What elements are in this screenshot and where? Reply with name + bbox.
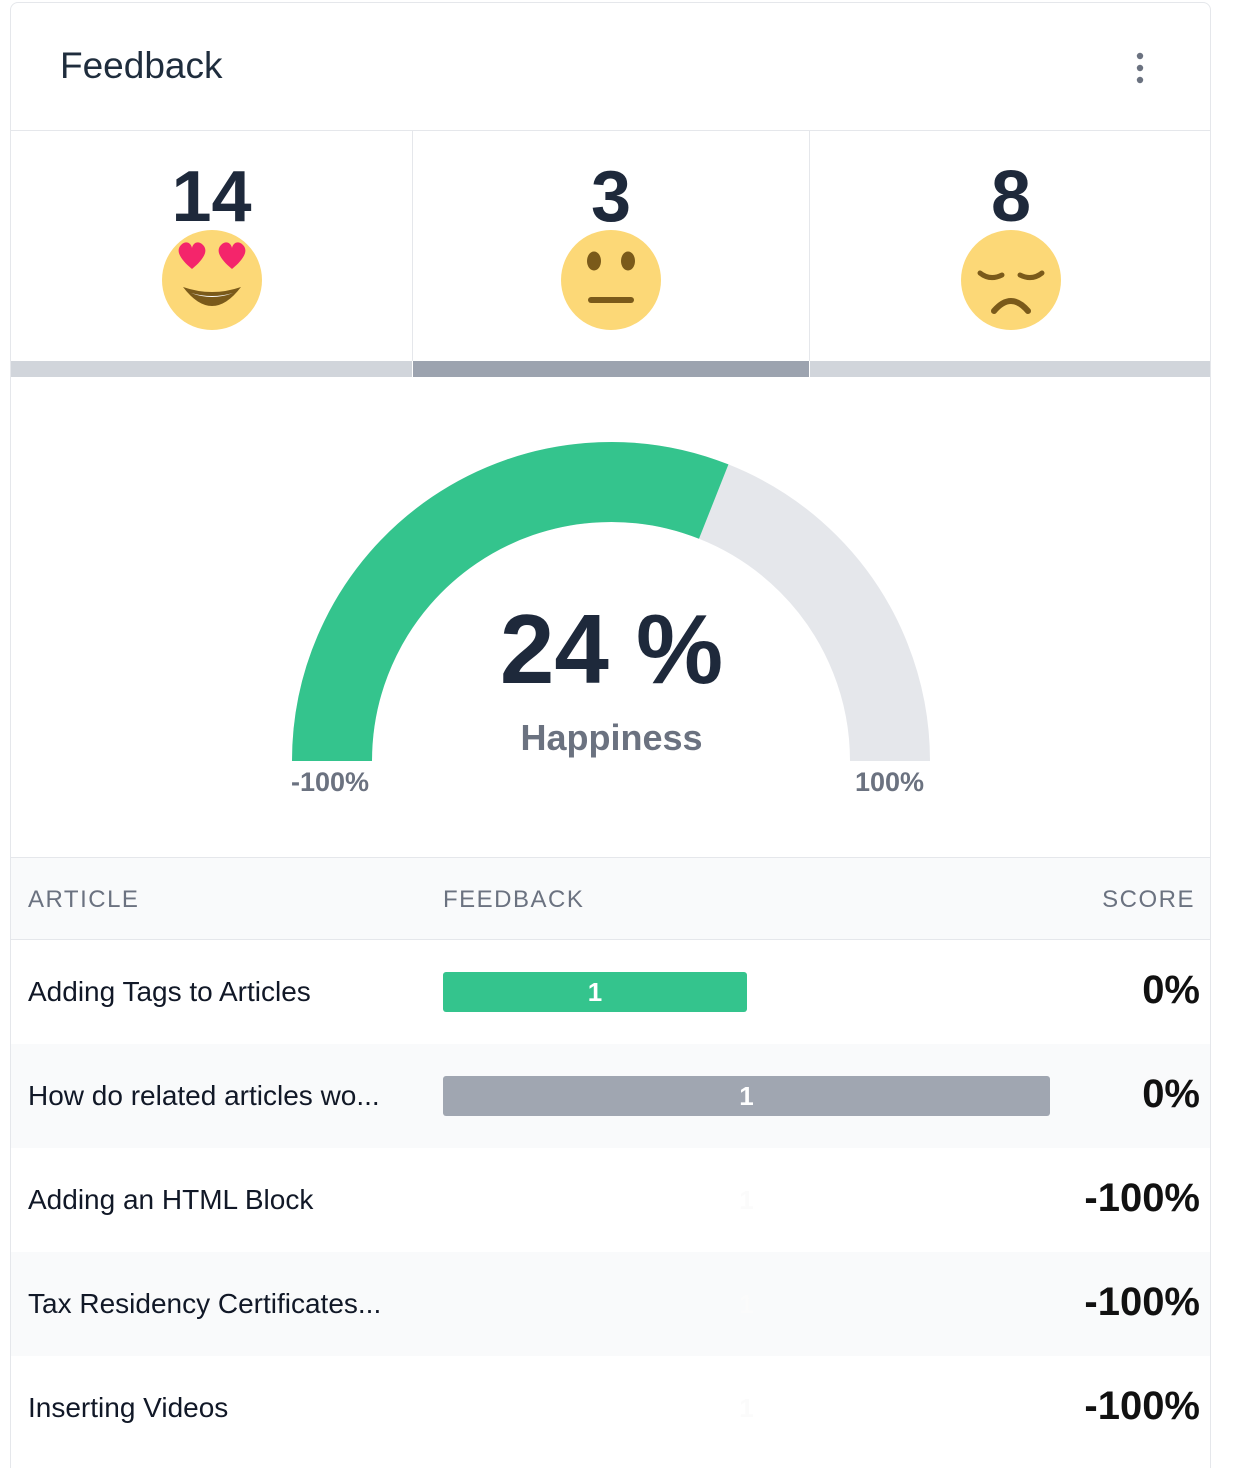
stat-neutral-tab-bar [413,361,809,377]
card-title: Feedback [60,45,223,86]
feedback-card: Feedback 14 3 [10,2,1211,1468]
feedback-stats: 14 3 [11,131,1210,377]
kebab-menu-icon[interactable] [1128,51,1152,87]
feedback-bar: 1 [739,1289,754,1319]
articles-table: ARTICLE FEEDBACK SCORE Adding Tags to Ar… [11,858,1210,1460]
stat-sad-tab-bar [810,361,1210,377]
column-header-article[interactable]: ARTICLE [28,886,140,913]
article-title[interactable]: Inserting Videos [28,1392,229,1423]
sad-face-emoji-icon [960,229,1062,331]
table-row[interactable]: Tax Residency Certificates... 1 -100% [11,1252,1210,1356]
gauge-max-label: 100% [855,767,925,797]
feedback-bar: 1 [739,1393,754,1423]
gauge-min-label: -100% [291,767,370,797]
gauge-label: Happiness [520,717,703,758]
table-row[interactable]: How do related articles wo... 1 0% [11,1044,1210,1148]
card-header: Feedback [11,3,1210,131]
article-title[interactable]: How do related articles wo... [28,1080,380,1111]
column-header-feedback[interactable]: FEEDBACK [443,886,585,913]
score-value: 0% [1142,1072,1200,1116]
happiness-gauge: 24 % Happiness -100% 100% [11,377,1210,858]
table-row[interactable]: Inserting Videos 1 -100% [11,1356,1210,1460]
gauge-value: 24 % [499,594,724,704]
table-header: ARTICLE FEEDBACK SCORE [11,858,1210,940]
score-value: -100% [1084,1384,1200,1428]
table-row[interactable]: Adding Tags to Articles 1 0% [11,940,1210,1044]
score-value: -100% [1084,1280,1200,1324]
stat-happy[interactable]: 14 [11,131,412,377]
article-title[interactable]: Tax Residency Certificates... [28,1288,382,1319]
score-value: 0% [1142,968,1200,1012]
gauge-fill [292,442,729,762]
feedback-bar: 1 [443,972,747,1012]
score-value: -100% [1084,1176,1200,1220]
stat-sad[interactable]: 8 [810,131,1210,377]
divider [809,131,810,361]
stat-happy-tab-bar [11,361,412,377]
feedback-bar: 1 [739,1185,754,1215]
feedback-bar: 1 [443,1076,1050,1116]
article-title[interactable]: Adding Tags to Articles [28,976,311,1007]
table-row[interactable]: Adding an HTML Block 1 -100% [11,1148,1210,1252]
stat-sad-count: 8 [990,157,1032,237]
neutral-face-emoji-icon [560,229,662,331]
table-body: Adding Tags to Articles 1 0% How do related… [11,940,1210,1460]
heart-eyes-emoji-icon [161,229,263,331]
divider [412,131,413,361]
stat-happy-count: 14 [171,157,252,237]
stat-neutral[interactable]: 3 [413,131,809,377]
column-header-score[interactable]: SCORE [1102,886,1195,913]
stat-neutral-count: 3 [590,157,632,237]
article-title[interactable]: Adding an HTML Block [28,1184,314,1215]
